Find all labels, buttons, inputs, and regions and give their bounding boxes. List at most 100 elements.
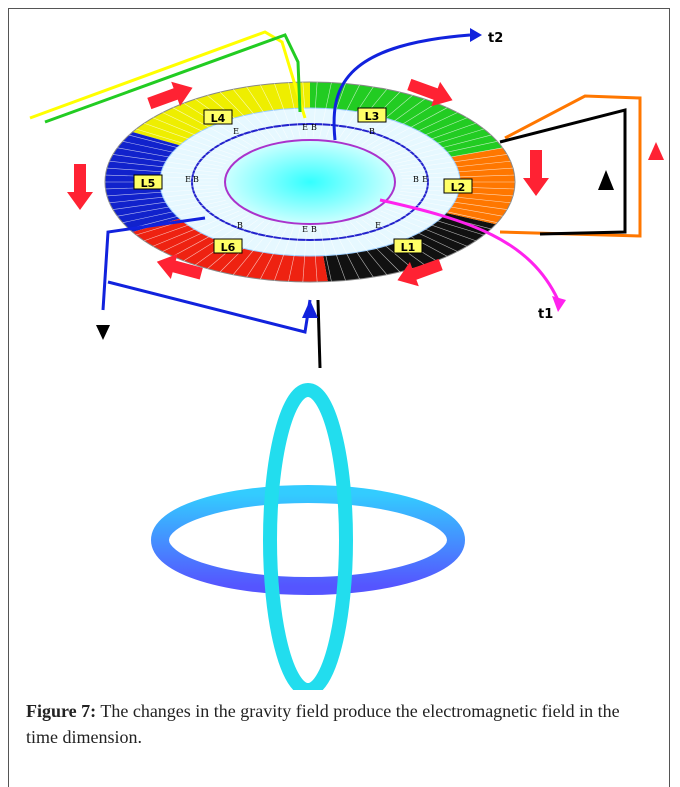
spoke [332, 225, 360, 280]
spoke [106, 167, 219, 177]
spoke [361, 219, 425, 266]
t1-label: t1 [538, 307, 553, 322]
spoke [338, 86, 374, 140]
spoke [319, 82, 332, 138]
spoke [122, 200, 226, 223]
caption: Figure 7: The changes in the gravity fie… [26, 698, 656, 750]
field-mark: B [413, 175, 419, 184]
t2-label: t2 [488, 31, 503, 46]
section-label-box [357, 107, 387, 123]
spoke [344, 223, 388, 275]
spoke [128, 134, 229, 162]
spoke [117, 147, 224, 167]
spoke [398, 154, 508, 170]
field-mark: E [302, 123, 308, 132]
spoke [246, 224, 282, 278]
spoke [338, 224, 374, 278]
spoke [400, 191, 511, 204]
spoke [376, 212, 458, 252]
field-mark: E [375, 221, 381, 230]
field-mark: B [369, 127, 375, 136]
spoke [219, 222, 270, 273]
spoke [361, 98, 425, 145]
horizontal-ring [151, 485, 465, 595]
spoke [400, 160, 511, 173]
section-label-box [393, 238, 423, 254]
field-mark: E [422, 175, 428, 184]
section-label-box [213, 238, 243, 254]
spoke [325, 226, 346, 281]
spoke [302, 226, 308, 282]
spoke [384, 208, 476, 242]
spoke [396, 197, 503, 217]
spoke [380, 117, 468, 154]
spoke [117, 197, 224, 217]
spoke [232, 89, 276, 141]
spoke [274, 83, 295, 138]
spoke [207, 95, 265, 144]
spoke [384, 122, 476, 156]
vertical-ring [263, 383, 353, 690]
spoke [380, 210, 468, 247]
spoke [312, 82, 318, 138]
spoke [394, 141, 498, 164]
field-mark: E [185, 175, 191, 184]
spoke [128, 202, 229, 230]
spoke [260, 225, 288, 280]
field-mark: E [302, 225, 308, 234]
arrowhead [96, 325, 110, 340]
field-mark: B [311, 123, 317, 132]
spoke [109, 191, 220, 204]
caption-text: The changes in the gravity field produce… [26, 701, 620, 747]
caption-label: Figure 7: [26, 701, 97, 721]
spoke [162, 212, 244, 252]
spoke [274, 226, 295, 281]
spoke [219, 91, 270, 142]
figure-frame [8, 8, 670, 787]
arrowhead [302, 300, 318, 318]
section-label-box [133, 174, 163, 190]
spoke [144, 208, 236, 242]
spoke [402, 174, 515, 180]
spoke [302, 82, 308, 138]
spoke [260, 84, 288, 139]
spoke [371, 107, 448, 149]
spoke [232, 223, 276, 275]
spoke [246, 86, 282, 140]
field-mark: B [237, 221, 243, 230]
spoke [144, 122, 236, 156]
spoke [391, 134, 492, 162]
spoke [396, 147, 503, 167]
wires [29, 30, 642, 369]
section-label: L5 [141, 177, 156, 190]
spoke [122, 141, 226, 164]
spoke [152, 210, 240, 247]
spoke [350, 222, 401, 273]
spoke [172, 107, 249, 149]
spoke [112, 154, 222, 170]
spoke [288, 226, 301, 282]
section-label: L4 [211, 112, 226, 125]
field-mark: B [193, 175, 199, 184]
spoke [136, 128, 232, 159]
section-label: L2 [451, 181, 466, 194]
spoke [332, 84, 360, 139]
field-mark: E [233, 127, 239, 136]
spoke [388, 128, 484, 159]
spoke [109, 160, 220, 173]
spoke [371, 215, 448, 257]
spoke [394, 200, 498, 223]
section-label-box [203, 109, 233, 125]
spoke [106, 187, 219, 197]
disk-core [224, 139, 396, 225]
spoke [288, 82, 301, 138]
arrowhead [470, 28, 482, 42]
spoke [312, 226, 318, 282]
section-label: L3 [365, 110, 380, 123]
section-label-box [443, 178, 473, 194]
spoke [376, 112, 458, 152]
spoke [172, 215, 249, 257]
spoke [319, 226, 332, 282]
arrowhead [552, 296, 566, 312]
